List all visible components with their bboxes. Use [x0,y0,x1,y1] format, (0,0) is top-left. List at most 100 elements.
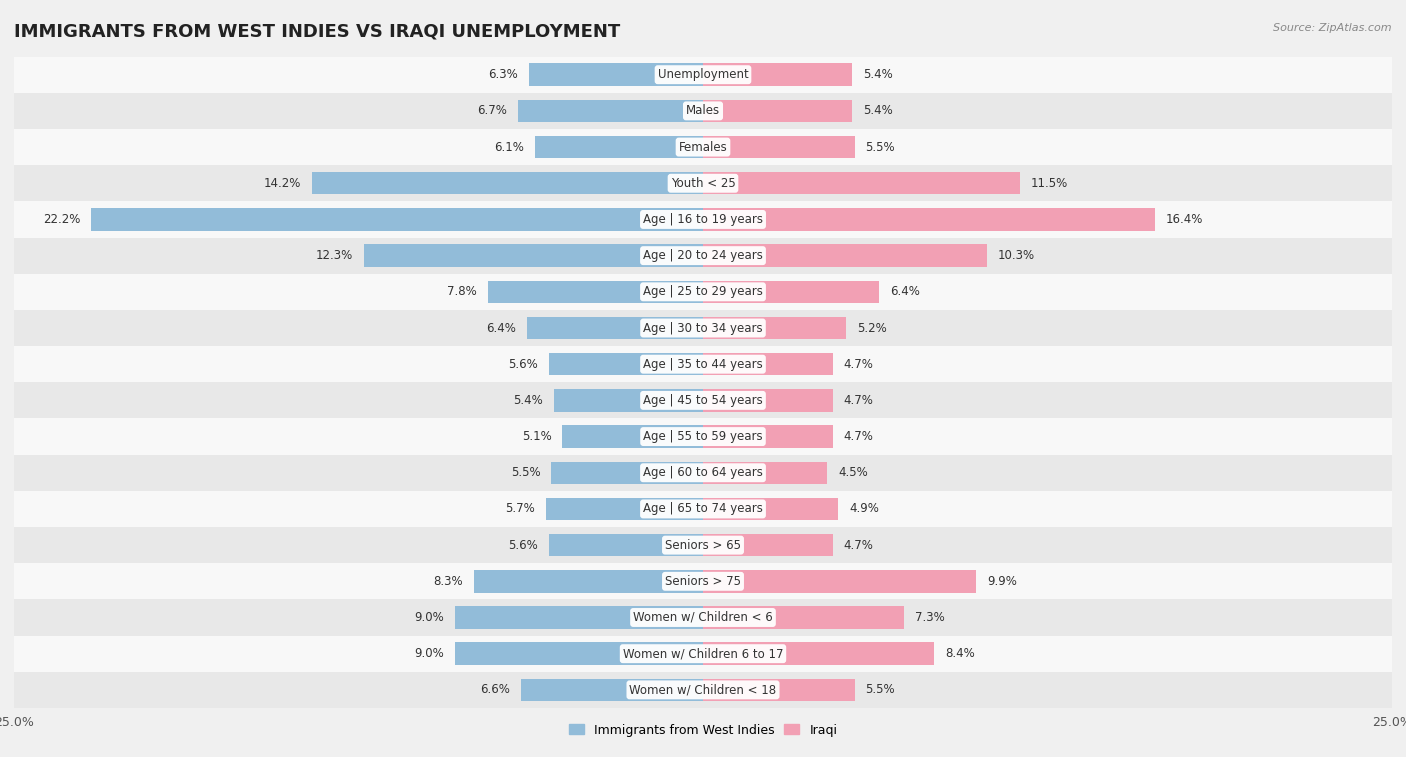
Bar [703,679,855,701]
Bar [703,208,1154,231]
Text: 7.3%: 7.3% [915,611,945,624]
Text: 5.6%: 5.6% [508,539,537,552]
Bar [554,389,703,412]
Text: 12.3%: 12.3% [316,249,353,262]
Text: 4.5%: 4.5% [838,466,868,479]
Bar [703,497,838,520]
Text: 14.2%: 14.2% [263,177,301,190]
Bar [14,491,1392,527]
Text: 5.7%: 5.7% [505,503,534,516]
Text: Women w/ Children < 18: Women w/ Children < 18 [630,684,776,696]
Bar [530,64,703,86]
Text: Source: ZipAtlas.com: Source: ZipAtlas.com [1274,23,1392,33]
Text: 5.4%: 5.4% [863,68,893,81]
Bar [14,129,1392,165]
Bar [562,425,703,448]
Text: 8.4%: 8.4% [945,647,976,660]
Text: Males: Males [686,104,720,117]
Text: Age | 60 to 64 years: Age | 60 to 64 years [643,466,763,479]
Text: Age | 35 to 44 years: Age | 35 to 44 years [643,358,763,371]
Text: Females: Females [679,141,727,154]
Bar [703,281,879,303]
Text: 6.4%: 6.4% [485,322,516,335]
Bar [312,172,703,195]
Bar [527,316,703,339]
Text: Age | 16 to 19 years: Age | 16 to 19 years [643,213,763,226]
Text: Age | 25 to 29 years: Age | 25 to 29 years [643,285,763,298]
Bar [14,527,1392,563]
Bar [703,245,987,267]
Bar [14,671,1392,708]
Bar [488,281,703,303]
Text: 4.7%: 4.7% [844,358,873,371]
Bar [703,136,855,158]
Text: 5.4%: 5.4% [863,104,893,117]
Text: 6.6%: 6.6% [481,684,510,696]
Text: Unemployment: Unemployment [658,68,748,81]
Bar [703,389,832,412]
Text: Age | 20 to 24 years: Age | 20 to 24 years [643,249,763,262]
Text: 9.0%: 9.0% [415,611,444,624]
Text: 5.2%: 5.2% [858,322,887,335]
Text: 6.7%: 6.7% [478,104,508,117]
Bar [703,570,976,593]
Bar [534,136,703,158]
Text: 6.1%: 6.1% [494,141,524,154]
Bar [519,100,703,122]
Bar [456,606,703,629]
Bar [14,563,1392,600]
Text: 4.7%: 4.7% [844,539,873,552]
Text: Youth < 25: Youth < 25 [671,177,735,190]
Legend: Immigrants from West Indies, Iraqi: Immigrants from West Indies, Iraqi [564,718,842,742]
Bar [703,353,832,375]
Bar [703,316,846,339]
Bar [703,425,832,448]
Text: 6.3%: 6.3% [489,68,519,81]
Text: 5.5%: 5.5% [866,684,896,696]
Text: 4.7%: 4.7% [844,394,873,407]
Text: 22.2%: 22.2% [42,213,80,226]
Bar [14,238,1392,274]
Bar [703,172,1019,195]
Text: 6.4%: 6.4% [890,285,921,298]
Bar [91,208,703,231]
Text: 5.5%: 5.5% [510,466,540,479]
Bar [14,310,1392,346]
Text: 11.5%: 11.5% [1031,177,1069,190]
Text: 9.0%: 9.0% [415,647,444,660]
Bar [548,353,703,375]
Bar [14,419,1392,455]
Bar [703,534,832,556]
Bar [14,201,1392,238]
Text: 10.3%: 10.3% [998,249,1035,262]
Bar [14,382,1392,419]
Text: Seniors > 65: Seniors > 65 [665,539,741,552]
Bar [456,643,703,665]
Bar [14,346,1392,382]
Text: 5.5%: 5.5% [866,141,896,154]
Bar [551,462,703,484]
Text: Seniors > 75: Seniors > 75 [665,575,741,587]
Bar [14,636,1392,671]
Bar [703,643,935,665]
Bar [703,606,904,629]
Bar [14,57,1392,93]
Text: 9.9%: 9.9% [987,575,1017,587]
Text: Women w/ Children < 6: Women w/ Children < 6 [633,611,773,624]
Bar [548,534,703,556]
Text: 16.4%: 16.4% [1166,213,1204,226]
Bar [14,455,1392,491]
Text: Women w/ Children 6 to 17: Women w/ Children 6 to 17 [623,647,783,660]
Bar [14,274,1392,310]
Text: 5.4%: 5.4% [513,394,543,407]
Text: 4.7%: 4.7% [844,430,873,443]
Text: IMMIGRANTS FROM WEST INDIES VS IRAQI UNEMPLOYMENT: IMMIGRANTS FROM WEST INDIES VS IRAQI UNE… [14,23,620,41]
Text: Age | 30 to 34 years: Age | 30 to 34 years [643,322,763,335]
Bar [703,462,827,484]
Bar [364,245,703,267]
Bar [474,570,703,593]
Bar [703,100,852,122]
Bar [14,600,1392,636]
Text: 7.8%: 7.8% [447,285,477,298]
Text: Age | 45 to 54 years: Age | 45 to 54 years [643,394,763,407]
